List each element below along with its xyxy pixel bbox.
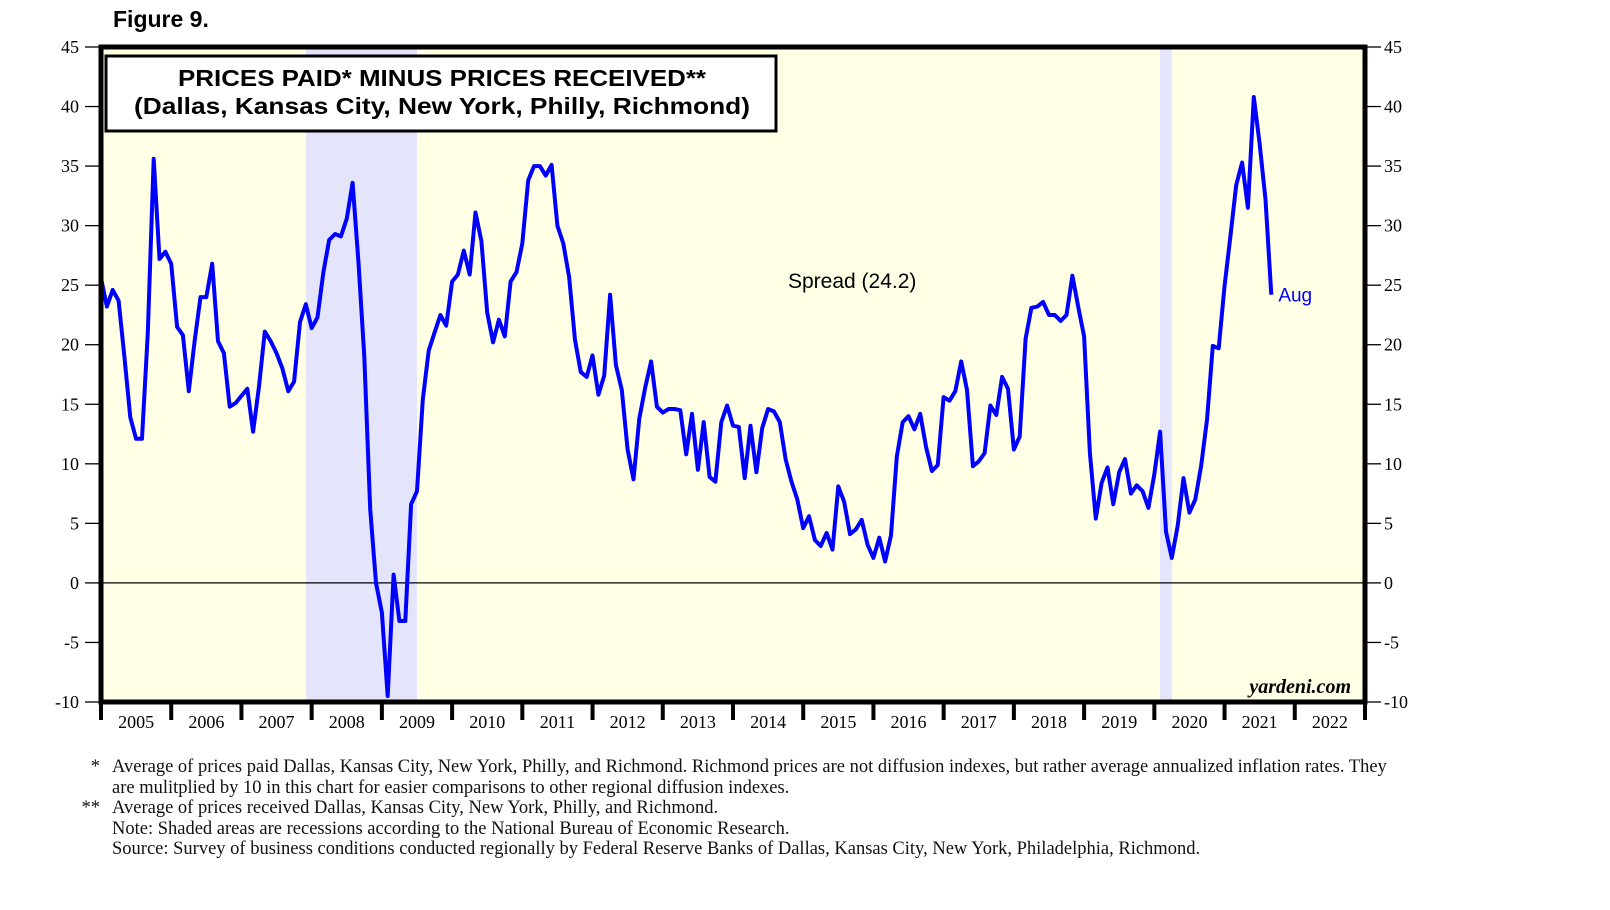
chart-title: PRICES PAID* MINUS PRICES RECEIVED** bbox=[178, 65, 706, 91]
recession-band bbox=[1159, 47, 1172, 702]
end-label-aug: Aug bbox=[1278, 286, 1312, 307]
recession-band bbox=[306, 47, 417, 702]
footnotes: * Average of prices paid Dallas, Kansas … bbox=[60, 757, 1400, 860]
plot-background-layer bbox=[101, 47, 1365, 702]
series-line-spread bbox=[99, 95, 1274, 698]
y-tick-label-left: -5 bbox=[64, 632, 79, 652]
y-tick-label-right: 30 bbox=[1384, 216, 1402, 236]
x-year-label: 2012 bbox=[610, 712, 646, 732]
y-tick-label-left: 0 bbox=[70, 573, 79, 593]
y-axis-right: -10 -5 0 5 10 15 20 25 30 35 40 45 bbox=[1365, 37, 1408, 712]
title-box-layer: PRICES PAID* MINUS PRICES RECEIVED**(Dal… bbox=[104, 54, 778, 133]
footnote-1: * Average of prices paid Dallas, Kansas … bbox=[60, 757, 1400, 798]
x-year-label: 2014 bbox=[750, 712, 786, 732]
y-tick-label-right: -5 bbox=[1384, 632, 1399, 652]
y-tick-label-left: 10 bbox=[61, 454, 79, 474]
y-tick-label-right: 35 bbox=[1384, 156, 1402, 176]
title-box bbox=[104, 54, 778, 133]
series-label: Spread (24.2) bbox=[788, 270, 916, 293]
footnote-mark: * bbox=[90, 757, 100, 777]
y-tick-label-right: 0 bbox=[1384, 573, 1393, 593]
y-tick-label-right: 45 bbox=[1384, 37, 1402, 57]
x-year-label: 2009 bbox=[399, 712, 435, 732]
y-tick-label-right: 20 bbox=[1384, 335, 1402, 355]
footnote-text: Note: Shaded areas are recessions accord… bbox=[112, 818, 790, 839]
y-tick-label-right: 25 bbox=[1384, 275, 1402, 295]
recession-shading-layer bbox=[306, 47, 1172, 702]
x-year-label: 2019 bbox=[1101, 712, 1137, 732]
figure-label: Figure 9. bbox=[113, 6, 209, 32]
x-year-label: 2017 bbox=[961, 712, 997, 732]
footnote-text: Source: Survey of business conditions co… bbox=[112, 839, 1201, 859]
x-year-label: 2006 bbox=[188, 712, 224, 732]
x-year-label: 2020 bbox=[1171, 712, 1207, 732]
x-year-label: 2022 bbox=[1312, 712, 1348, 732]
plot-background bbox=[101, 47, 1365, 702]
footnote-text: Average of prices paid Dallas, Kansas Ci… bbox=[112, 757, 1387, 798]
y-tick-label-right: 10 bbox=[1384, 454, 1402, 474]
x-year-label: 2011 bbox=[540, 712, 575, 732]
y-axis-left: -10 -5 0 5 10 15 20 25 30 35 40 45 bbox=[55, 37, 101, 712]
y-tick-label-right: 5 bbox=[1384, 513, 1393, 533]
y-tick-label-left: -10 bbox=[55, 692, 79, 712]
x-year-label: 2013 bbox=[680, 712, 716, 732]
y-tick-label-left: 25 bbox=[61, 275, 79, 295]
footnote-mark bbox=[60, 839, 112, 860]
y-tick-label-left: 35 bbox=[61, 156, 79, 176]
x-year-label: 2008 bbox=[329, 712, 365, 732]
y-tick-label-left: 40 bbox=[61, 97, 79, 117]
series-line-layer bbox=[99, 95, 1274, 698]
chart-subtitle: (Dallas, Kansas City, New York, Philly, … bbox=[134, 93, 750, 119]
y-tick-label-left: 30 bbox=[61, 216, 79, 236]
footnote-2: ** Average of prices received Dallas, Ka… bbox=[60, 798, 1400, 819]
y-tick-label-right: -10 bbox=[1384, 692, 1408, 712]
x-year-label: 2007 bbox=[259, 712, 295, 732]
annotation-layer: Spread (24.2) Aug yardeni.com bbox=[788, 270, 1351, 698]
x-year-label: 2018 bbox=[1031, 712, 1067, 732]
footnote-text: Average of prices received Dallas, Kansa… bbox=[112, 798, 719, 818]
chart: -10 -5 0 5 10 15 20 25 30 35 40 45 -10 -5 0 5 10 15 20 25 3… bbox=[55, 37, 1408, 732]
y-tick-label-right: 40 bbox=[1384, 97, 1402, 117]
y-tick-label-right: 15 bbox=[1384, 394, 1402, 414]
x-axis: 2005 2006 2007 2008 2009 2010 2011 2012 2013 2014… bbox=[99, 702, 1367, 732]
y-tick-label-left: 15 bbox=[61, 394, 79, 414]
x-year-label: 2016 bbox=[891, 712, 927, 732]
y-tick-label-left: 5 bbox=[70, 513, 79, 533]
x-year-label: 2015 bbox=[820, 712, 856, 732]
watermark: yardeni.com bbox=[1247, 676, 1351, 698]
footnote-note: Note: Shaded areas are recessions accord… bbox=[60, 819, 1400, 840]
footnote-source: Source: Survey of business conditions co… bbox=[60, 839, 1400, 860]
y-tick-label-left: 20 bbox=[61, 335, 79, 355]
y-tick-label-left: 45 bbox=[61, 37, 79, 57]
x-year-label: 2005 bbox=[118, 712, 154, 732]
footnote-mark bbox=[60, 819, 112, 840]
footnote-mark: ** bbox=[81, 798, 101, 818]
x-year-label: 2021 bbox=[1242, 712, 1278, 732]
x-year-label: 2010 bbox=[469, 712, 505, 732]
